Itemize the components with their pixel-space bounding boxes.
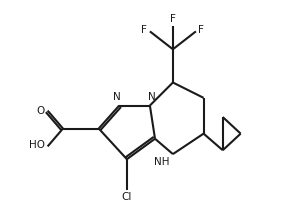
Text: HO: HO — [29, 140, 45, 150]
Text: O: O — [37, 106, 45, 116]
Text: N: N — [113, 92, 121, 102]
Text: F: F — [141, 25, 147, 35]
Text: F: F — [199, 25, 204, 35]
Text: N: N — [148, 92, 156, 102]
Text: F: F — [170, 14, 176, 24]
Text: Cl: Cl — [122, 192, 132, 202]
Text: NH: NH — [154, 157, 169, 167]
